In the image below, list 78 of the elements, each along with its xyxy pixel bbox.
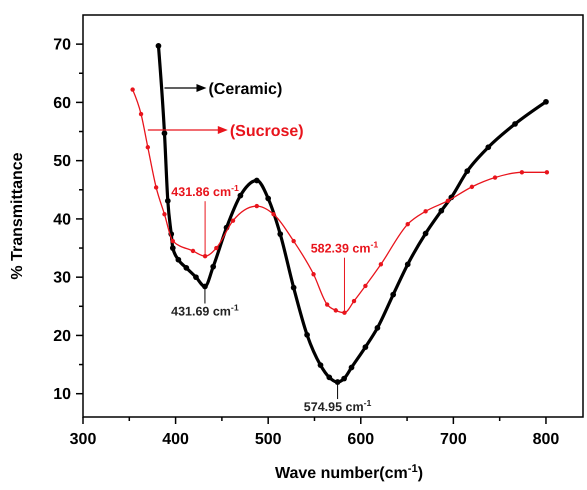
point: [202, 254, 208, 258]
point: [464, 168, 470, 174]
point: [374, 325, 380, 331]
point: [271, 212, 276, 216]
point: [138, 112, 144, 116]
point: [422, 230, 428, 236]
point: [154, 185, 158, 190]
point: [363, 284, 368, 288]
x-tick-label: 700: [440, 431, 467, 448]
point: [254, 178, 260, 184]
point: [176, 256, 182, 263]
y-axis-title: % Transmittance: [9, 152, 26, 280]
point: [290, 284, 297, 291]
point: [265, 196, 272, 202]
point: [334, 308, 338, 313]
legend-label: (Ceramic): [208, 81, 282, 98]
point: [342, 310, 347, 315]
point: [362, 344, 368, 350]
y-tick-label: 30: [53, 270, 72, 287]
point: [520, 170, 524, 175]
point: [214, 246, 219, 250]
point: [334, 379, 340, 385]
point: [485, 144, 492, 150]
point: [438, 208, 444, 214]
point: [352, 298, 356, 304]
y-tick-label: 70: [53, 36, 72, 54]
point: [544, 170, 550, 175]
point: [162, 130, 168, 136]
y-tick-label: 50: [53, 153, 72, 170]
point: [238, 192, 244, 198]
point: [470, 184, 474, 190]
point: [348, 364, 354, 370]
x-tick-label: 300: [70, 431, 96, 448]
point: [190, 248, 196, 254]
point: [202, 284, 208, 290]
point: [254, 204, 259, 208]
point: [404, 261, 411, 268]
point: [146, 145, 150, 150]
annotation: 431.69 cm$^{-1}$: [171, 302, 239, 318]
point: [390, 292, 396, 298]
point: [156, 43, 162, 49]
point: [543, 98, 549, 105]
point: [277, 231, 284, 237]
point: [291, 238, 296, 244]
annotation: 431.86 cm$^{-1}$: [171, 183, 240, 200]
point: [210, 264, 216, 270]
point: [341, 376, 347, 382]
y-tick-label: 20: [53, 328, 72, 345]
point: [170, 238, 176, 244]
point: [326, 374, 332, 380]
point: [311, 272, 316, 276]
point: [193, 274, 199, 280]
point: [130, 87, 135, 92]
point: [512, 121, 518, 127]
y-tick-label: 10: [53, 386, 72, 404]
point: [492, 175, 498, 180]
y-tick-label: 60: [53, 94, 72, 112]
point: [318, 362, 324, 368]
point: [304, 332, 310, 338]
annotation: 574.95 cm$^{-1}$: [304, 398, 372, 414]
point: [423, 209, 428, 214]
point: [230, 218, 236, 223]
x-tick-label: 800: [532, 431, 560, 448]
x-tick-label: 600: [347, 431, 374, 448]
point: [164, 198, 171, 204]
point: [183, 264, 190, 271]
annotation: 582.39 cm$^{-1}$: [310, 240, 378, 256]
x-tick-label: 500: [254, 431, 282, 448]
point: [378, 262, 384, 267]
point: [406, 222, 410, 226]
x-axis-title: Wave number(cm$^{-1}$): [274, 463, 424, 482]
x-tick-label: 400: [162, 431, 190, 448]
legend-label: (Sucrose): [230, 123, 304, 140]
point: [446, 198, 450, 204]
point: [324, 302, 330, 307]
y-tick-label: 40: [53, 211, 72, 228]
point: [170, 245, 176, 251]
point: [162, 212, 167, 216]
